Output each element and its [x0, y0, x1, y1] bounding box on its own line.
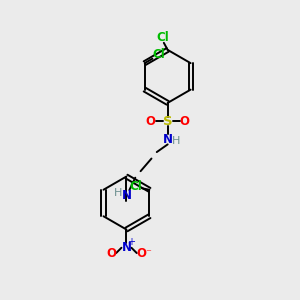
Text: N: N [163, 133, 173, 146]
Text: H: H [172, 136, 181, 146]
Text: O: O [146, 115, 156, 128]
Text: N: N [122, 189, 131, 203]
Text: Cl: Cl [129, 180, 142, 193]
Text: Cl: Cl [156, 31, 169, 44]
Text: +: + [127, 237, 135, 247]
Text: O: O [180, 115, 190, 128]
Text: O: O [106, 247, 116, 260]
Text: N: N [122, 241, 131, 254]
Text: H: H [113, 188, 122, 198]
Text: S: S [163, 115, 172, 128]
Text: O: O [137, 247, 147, 260]
Text: Cl: Cl [152, 48, 165, 62]
Text: ⁻: ⁻ [145, 248, 151, 258]
